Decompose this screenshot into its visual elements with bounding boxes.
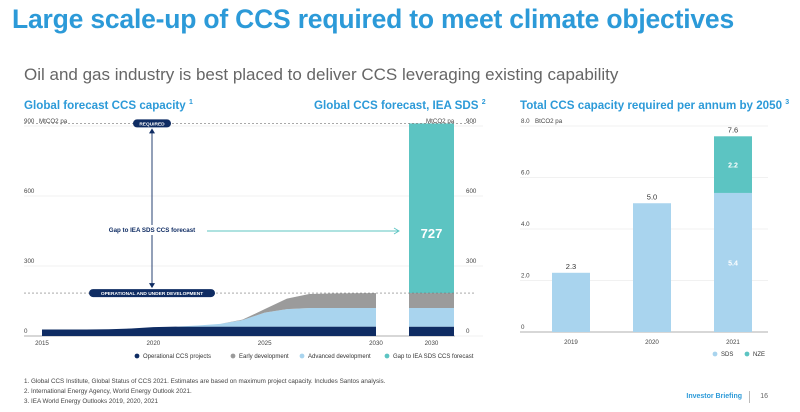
y-tick-label: 2.0 bbox=[521, 273, 530, 280]
page-number: 16 bbox=[760, 393, 768, 400]
y-tick-label-right: 300 bbox=[466, 258, 477, 265]
operational-pill-label: OPERATIONAL AND UNDER DEVELOPMENT bbox=[101, 291, 203, 297]
sds-2021-label: 5.4 bbox=[728, 260, 738, 267]
nze-2021-label: 2.2 bbox=[728, 163, 738, 170]
y-tick-label: 4.0 bbox=[521, 221, 530, 228]
bar-2030-advanced bbox=[409, 308, 454, 327]
required-pill-label: REQUIRED bbox=[139, 121, 165, 127]
gap-annotation-label: Gap to IEA SDS CCS forecast bbox=[109, 227, 195, 234]
unit-label: BtCO2 pa bbox=[535, 118, 563, 125]
y-tick-label: 8.0 bbox=[521, 118, 530, 125]
x-tick-label: 2020 bbox=[146, 340, 160, 347]
footnote-3: 3. IEA World Energy Outlooks 2019, 2020,… bbox=[24, 398, 158, 405]
legend-label-sds: SDS bbox=[721, 352, 733, 358]
legend-marker-sds bbox=[713, 352, 718, 357]
x-tick-label: 2020 bbox=[645, 339, 659, 346]
area-operational-ccs-projects bbox=[42, 327, 376, 336]
legend-marker bbox=[300, 354, 305, 359]
bar-total-label: 7.6 bbox=[728, 125, 738, 134]
legend-label: Operational CCS projects bbox=[143, 354, 211, 360]
x-tick-label: 2030 bbox=[369, 340, 383, 347]
legend-marker bbox=[385, 354, 390, 359]
y-tick-label-right: 0 bbox=[466, 328, 470, 335]
bar-x-label: 2030 bbox=[425, 340, 439, 347]
bar-sds-2019 bbox=[552, 273, 590, 332]
y-tick-label-right: 600 bbox=[466, 188, 477, 195]
y-tick-label: 300 bbox=[24, 258, 35, 265]
left-unit-label: MtCO2 pa bbox=[39, 118, 68, 125]
legend-marker bbox=[231, 354, 236, 359]
y-tick-label: 600 bbox=[24, 188, 35, 195]
page-title: Large scale-up of CCS required to meet c… bbox=[12, 4, 734, 35]
bar-2030-operational bbox=[409, 327, 454, 336]
legend-label: Gap to IEA SDS CCS forecast bbox=[393, 354, 474, 360]
bar-sds-2020 bbox=[633, 203, 671, 332]
gap-value-label: 727 bbox=[421, 226, 443, 241]
footnote-1: 1. Global CCS Institute, Global Status o… bbox=[24, 378, 385, 385]
x-tick-label: 2015 bbox=[35, 340, 49, 347]
legend-label: Advanced development bbox=[308, 354, 371, 360]
y-tick-label: 0 bbox=[521, 324, 525, 331]
legend-marker-nze bbox=[745, 352, 750, 357]
legend-marker bbox=[135, 354, 140, 359]
x-tick-label: 2021 bbox=[726, 339, 740, 346]
gap-arrow-up-head bbox=[149, 128, 155, 133]
y-tick-label-right: 900 bbox=[466, 118, 477, 125]
page-subtitle: Oil and gas industry is best placed to d… bbox=[24, 65, 618, 85]
gap-arrow-down-head bbox=[149, 283, 155, 288]
footnote-2: 2. International Energy Agency, World En… bbox=[24, 388, 192, 395]
total-ccs-required-chart: 0 2.0 4.0 6.0 8.0 BtCO2 pa 2.3 2019 5.0 2020 7.6 20… bbox=[500, 112, 800, 367]
footer-brand: Investor Briefing bbox=[686, 393, 742, 400]
x-tick-label: 2025 bbox=[258, 340, 272, 347]
area-advanced-development bbox=[42, 308, 376, 329]
y-tick-label: 900 bbox=[24, 118, 35, 125]
footer-divider bbox=[749, 391, 750, 403]
bar-2030-gap bbox=[409, 123, 454, 293]
bar-2030-early bbox=[409, 293, 454, 308]
y-tick-label: 0 bbox=[24, 328, 28, 335]
x-tick-label: 2019 bbox=[564, 339, 578, 346]
bar-total-label: 5.0 bbox=[647, 192, 657, 201]
bar-total-label: 2.3 bbox=[566, 262, 576, 271]
mid-chart-title: Global CCS forecast, IEA SDS 2 bbox=[314, 99, 486, 112]
left-chart-title: Global forecast CCS capacity 1 bbox=[24, 99, 193, 112]
legend-label: Early development bbox=[239, 354, 289, 360]
legend-label-nze: NZE bbox=[753, 352, 765, 358]
y-tick-label: 6.0 bbox=[521, 170, 530, 177]
right-chart-title: Total CCS capacity required per annum by… bbox=[520, 99, 789, 112]
